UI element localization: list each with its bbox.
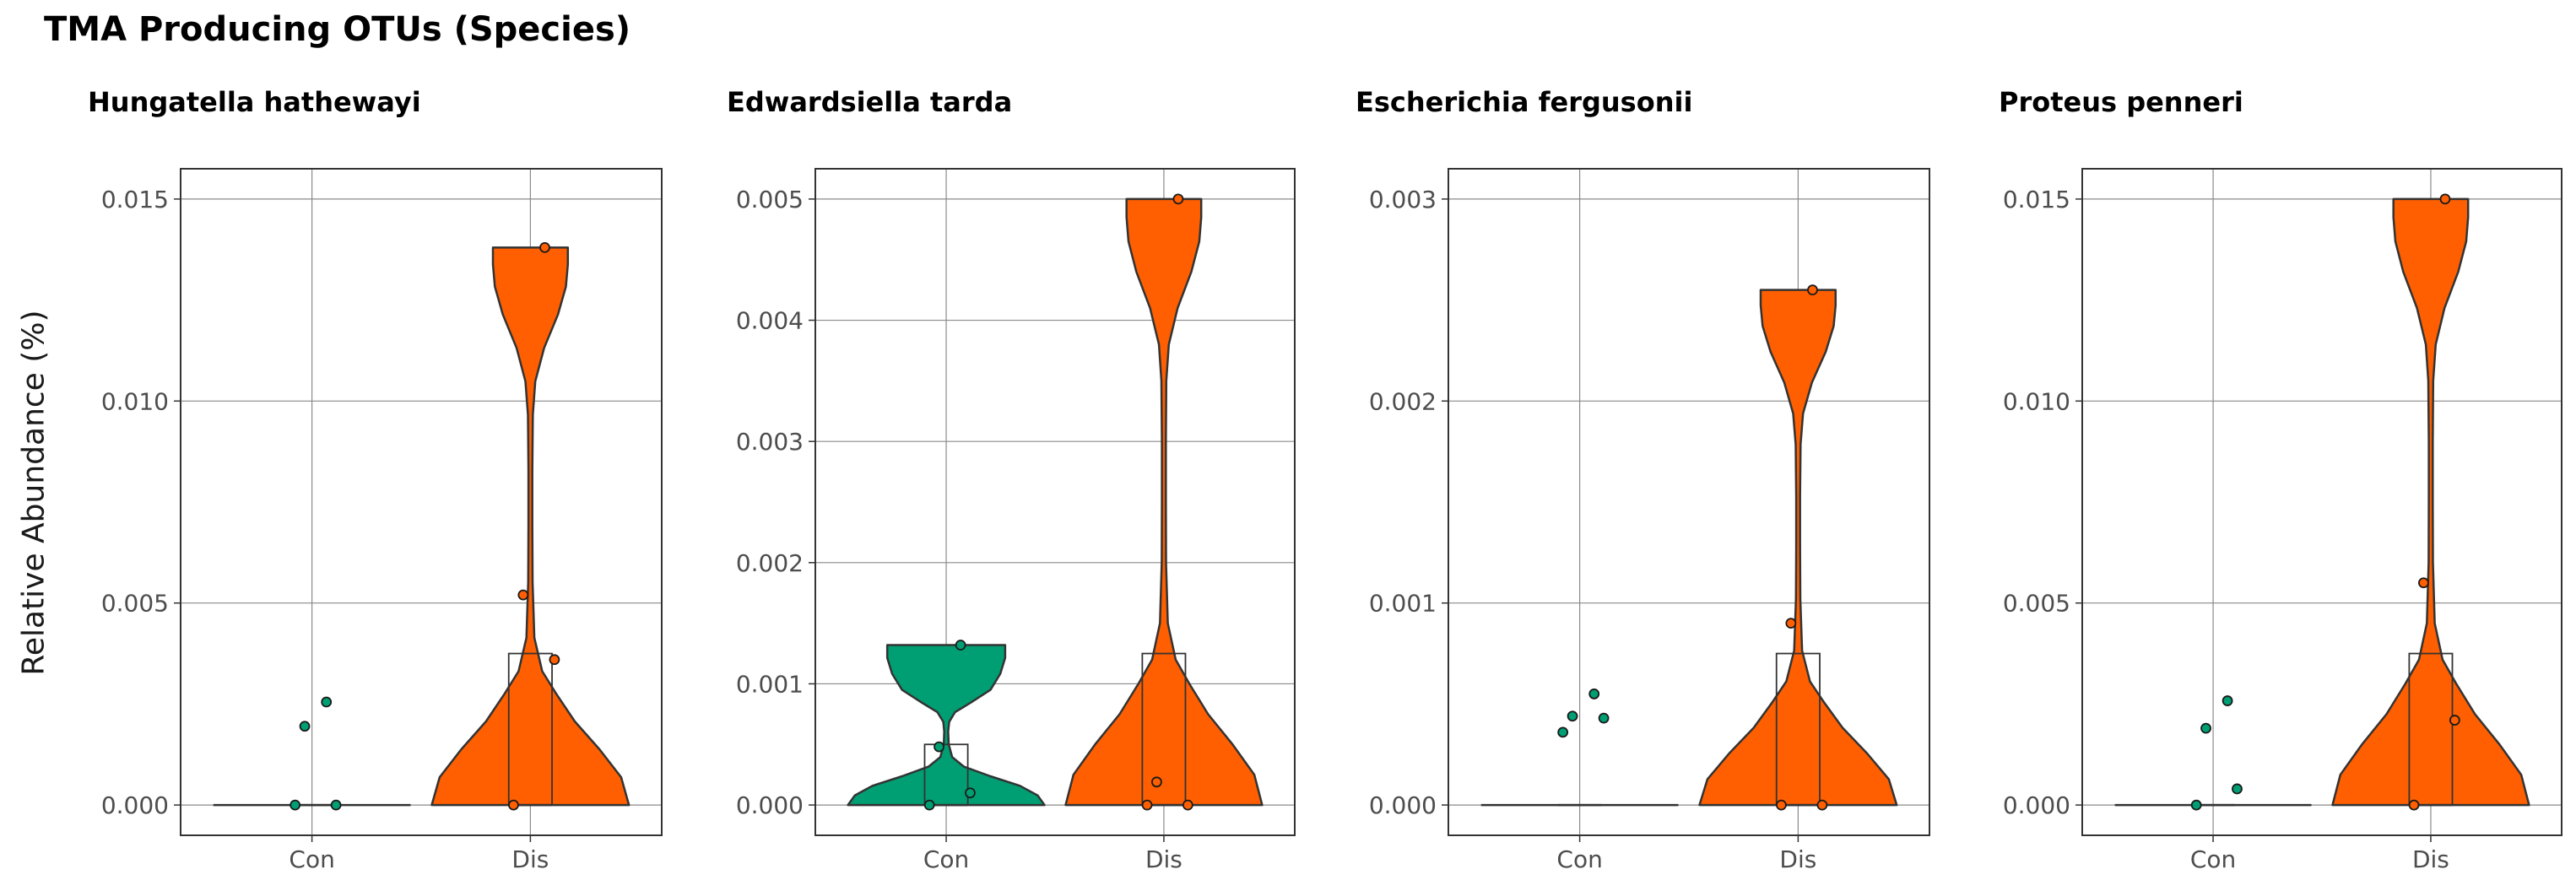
y-tick-label: 0.010	[101, 387, 169, 415]
data-point	[1567, 710, 1578, 722]
panel-border	[180, 168, 663, 836]
y-tick-label: 0.002	[1369, 387, 1437, 415]
violin-dis	[1064, 197, 1264, 807]
panel-title: Proteus penneri	[1999, 86, 2243, 118]
data-point	[290, 799, 301, 811]
y-tick-label: 0.000	[1369, 791, 1437, 819]
data-point	[923, 799, 935, 811]
data-point	[1776, 799, 1787, 811]
data-point	[2408, 799, 2420, 811]
violin-dis	[2331, 197, 2530, 807]
data-point	[965, 787, 976, 799]
data-point	[549, 654, 560, 666]
data-point	[2190, 799, 2202, 811]
data-point	[2222, 695, 2233, 706]
y-tick-label: 0.002	[736, 549, 804, 577]
data-point	[1588, 688, 1600, 699]
x-tick-label: Dis	[511, 845, 549, 873]
violin-dis	[1698, 289, 1898, 807]
y-tick-label: 0.001	[1369, 590, 1437, 618]
data-point	[2439, 193, 2451, 205]
data-point	[2449, 715, 2460, 726]
y-tick-label: 0.003	[1369, 186, 1437, 213]
data-point	[1557, 726, 1569, 738]
panel-border	[1448, 168, 1930, 836]
panel-title: Escherichia fergusonii	[1356, 86, 1693, 118]
data-point	[1151, 776, 1162, 788]
violin-dis	[430, 246, 630, 807]
y-tick-label: 0.005	[2003, 590, 2070, 618]
y-tick-label: 0.000	[736, 791, 804, 819]
data-point	[934, 741, 944, 753]
data-point	[2200, 722, 2211, 734]
data-point	[508, 799, 519, 811]
panel-title: Hungatella hathewayi	[88, 86, 421, 118]
x-tick-label: Con	[289, 845, 334, 873]
data-point	[1598, 712, 1610, 724]
y-tick-label: 0.015	[101, 186, 169, 213]
y-tick-label: 0.004	[736, 307, 804, 335]
data-point	[299, 721, 311, 732]
y-tick-label: 0.001	[736, 670, 804, 698]
data-point	[1785, 618, 1797, 629]
violin-con	[847, 644, 1046, 807]
data-point	[1816, 799, 1828, 811]
data-point	[539, 241, 550, 253]
y-tick-label: 0.000	[2003, 791, 2070, 819]
x-tick-label: Dis	[1145, 845, 1182, 873]
x-tick-label: Con	[923, 845, 969, 873]
data-point	[1172, 193, 1184, 205]
data-point	[955, 640, 966, 651]
x-tick-label: Dis	[1779, 845, 1816, 873]
y-tick-label: 0.010	[2003, 387, 2070, 415]
panel-border	[2081, 168, 2562, 836]
data-point	[321, 696, 333, 708]
x-tick-label: Dis	[2412, 845, 2449, 873]
panel-title: Edwardsiella tarda	[727, 86, 1013, 118]
data-point	[2418, 577, 2429, 589]
y-tick-label: 0.000	[101, 791, 169, 819]
x-tick-label: Con	[1556, 845, 1602, 873]
y-tick-label: 0.015	[2003, 186, 2070, 213]
x-tick-label: Con	[2190, 845, 2236, 873]
data-point	[1141, 799, 1153, 811]
panel-border	[814, 168, 1296, 836]
data-point	[517, 589, 529, 601]
figure-title: TMA Producing OTUs (Species)	[44, 10, 631, 49]
y-tick-label: 0.005	[101, 590, 169, 618]
data-point	[1807, 284, 1818, 296]
data-point	[330, 799, 342, 811]
y-tick-label: 0.003	[736, 428, 804, 456]
data-point	[2232, 783, 2243, 795]
y-tick-label: 0.005	[736, 186, 804, 213]
data-point	[1182, 799, 1193, 811]
